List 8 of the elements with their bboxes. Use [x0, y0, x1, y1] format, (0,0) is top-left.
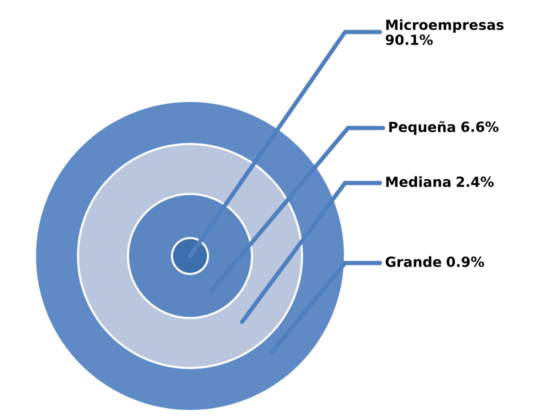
data-label: 0.9%: [446, 256, 484, 268]
category-label: Grande: [386, 256, 442, 268]
category-label: Microempresas: [386, 19, 504, 33]
data-label: 6.6%: [461, 122, 498, 132]
data-label: 90.1%: [386, 34, 433, 46]
category-label: Pequeña: [389, 121, 456, 135]
category-label: Mediana: [386, 176, 450, 188]
data-label: 2.4%: [456, 176, 494, 188]
